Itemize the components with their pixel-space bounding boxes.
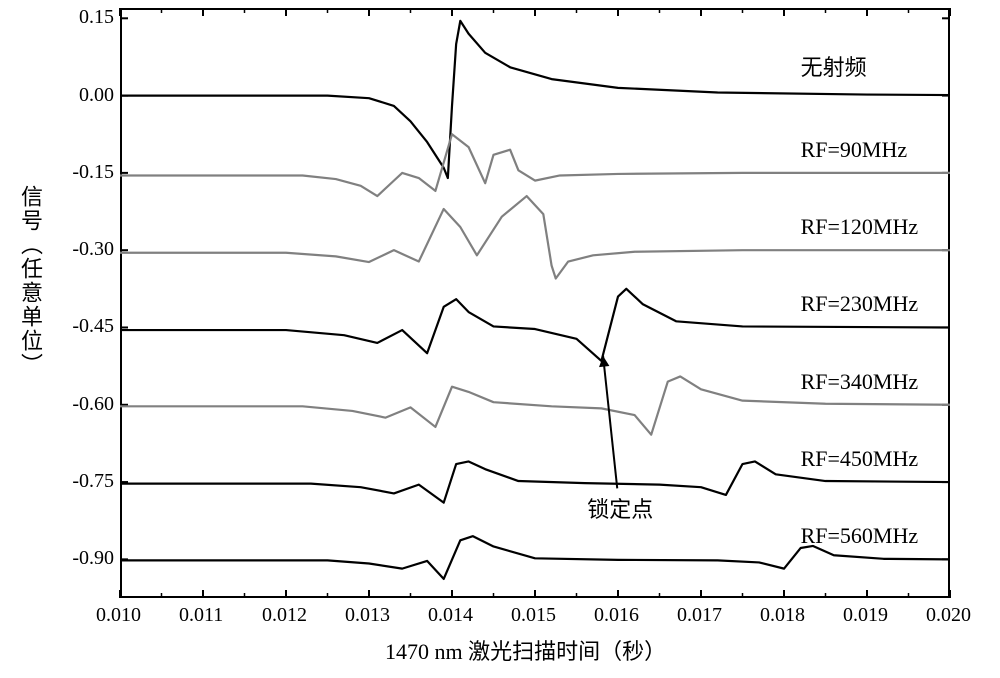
chart-root: 信号（任意单位） 1470 nm 激光扫描时间（秒） 0.010 0.011 0.0… [0,0,1000,678]
x-tick-label: 0.018 [760,604,805,627]
y-tick-label: -0.90 [72,547,114,570]
y-tick-label: -0.45 [72,315,114,338]
series-label: RF=230MHz [801,291,919,317]
series-label: RF=450MHz [801,446,919,472]
y-tick-label: -0.15 [72,161,114,184]
x-tick-label: 0.016 [594,604,639,627]
x-tick-label: 0.017 [677,604,722,627]
series-label: RF=90MHz [801,137,908,163]
series-label: RF=340MHz [801,369,919,395]
y-tick-label: -0.30 [72,238,114,261]
y-tick-label: -0.60 [72,393,114,416]
series-label: RF=560MHz [801,523,919,549]
y-axis-title: 信号（任意单位） [14,185,46,377]
x-tick-label: 0.020 [926,604,971,627]
y-tick-label: -0.75 [72,470,114,493]
x-tick-label: 0.010 [96,604,141,627]
lock-point-label: 锁定点 [587,492,653,524]
plot-svg [0,0,1000,678]
x-tick-label: 0.019 [843,604,888,627]
y-tick-label: 0.00 [79,84,114,107]
x-tick-label: 0.013 [345,604,390,627]
x-tick-label: 0.015 [511,604,556,627]
x-tick-label: 0.011 [179,604,223,627]
x-tick-label: 0.014 [428,604,473,627]
x-tick-label: 0.012 [262,604,307,627]
y-tick-label: 0.15 [79,6,114,29]
series-label: 无射频 [801,50,867,82]
x-axis-title: 1470 nm 激光扫描时间（秒） [385,634,666,666]
series-label: RF=120MHz [801,214,919,240]
